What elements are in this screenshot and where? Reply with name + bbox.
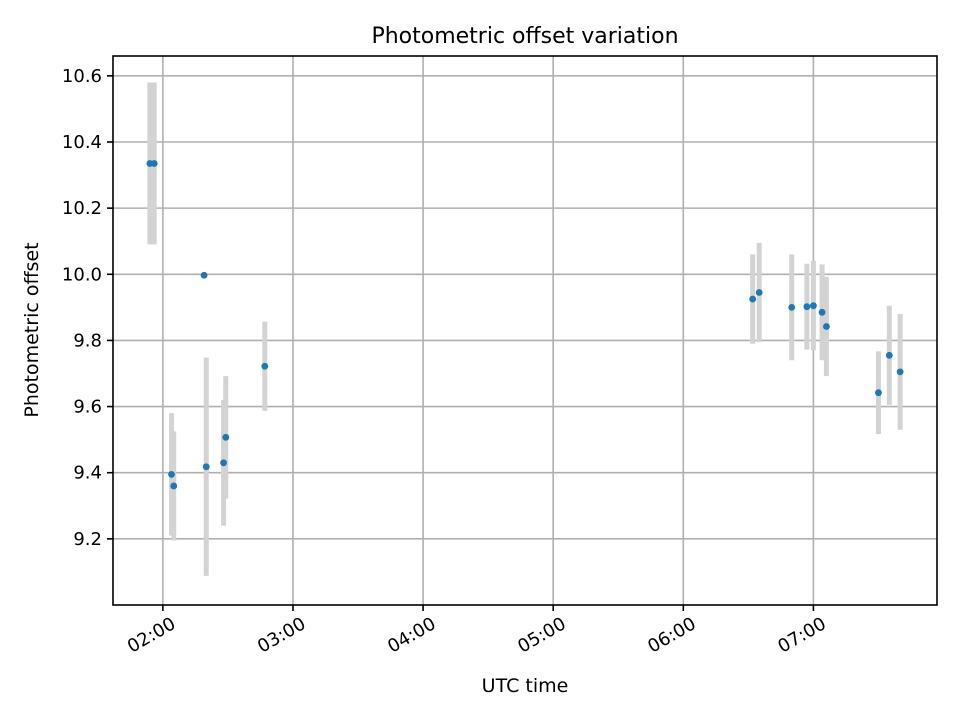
data-point [150, 160, 158, 167]
data-point [755, 289, 763, 296]
x-tick-label: 07:00 [774, 613, 829, 657]
data-points [146, 160, 904, 490]
x-axis-label: UTC time [482, 675, 569, 697]
data-point [818, 308, 826, 316]
x-tick-label: 04:00 [384, 613, 439, 657]
errorbars [147, 82, 903, 576]
y-tick-label: 10.6 [62, 66, 102, 87]
y-axis-label: Photometric offset [21, 242, 43, 417]
data-point [222, 433, 230, 441]
x-tick-label: 06:00 [644, 613, 699, 657]
x-tick-label: 05:00 [514, 613, 569, 657]
data-point [803, 303, 811, 311]
y-tick-label: 9.4 [73, 463, 102, 484]
data-point [202, 463, 210, 471]
chart-title: Photometric offset variation [371, 24, 678, 49]
y-tick-label: 10.0 [62, 264, 102, 285]
y-tick-label: 9.6 [73, 397, 102, 418]
data-point [810, 302, 817, 310]
data-point [200, 271, 208, 279]
x-tick-label: 03:00 [254, 613, 309, 657]
data-point [170, 482, 178, 490]
y-tick-label: 10.2 [62, 198, 102, 219]
y-tick-label: 9.8 [73, 330, 102, 351]
data-point [168, 470, 175, 478]
data-point [220, 459, 227, 467]
data-point [823, 323, 830, 330]
data-point [261, 362, 269, 370]
x-tick-label: 02:00 [124, 613, 179, 657]
data-point [749, 295, 757, 303]
data-point [788, 303, 796, 311]
y-axis: 9.2 9.4 9.6 9.8 10.0 10.2 10.4 10.6 [62, 66, 113, 550]
y-tick-label: 10.4 [62, 132, 102, 153]
data-point [885, 351, 893, 359]
data-point [896, 368, 904, 376]
y-tick-label: 9.2 [73, 529, 102, 550]
data-point [875, 389, 882, 397]
plot-frame [112, 55, 938, 606]
x-axis: 02:00 03:00 04:00 05:00 06:00 07:00 [124, 605, 830, 657]
